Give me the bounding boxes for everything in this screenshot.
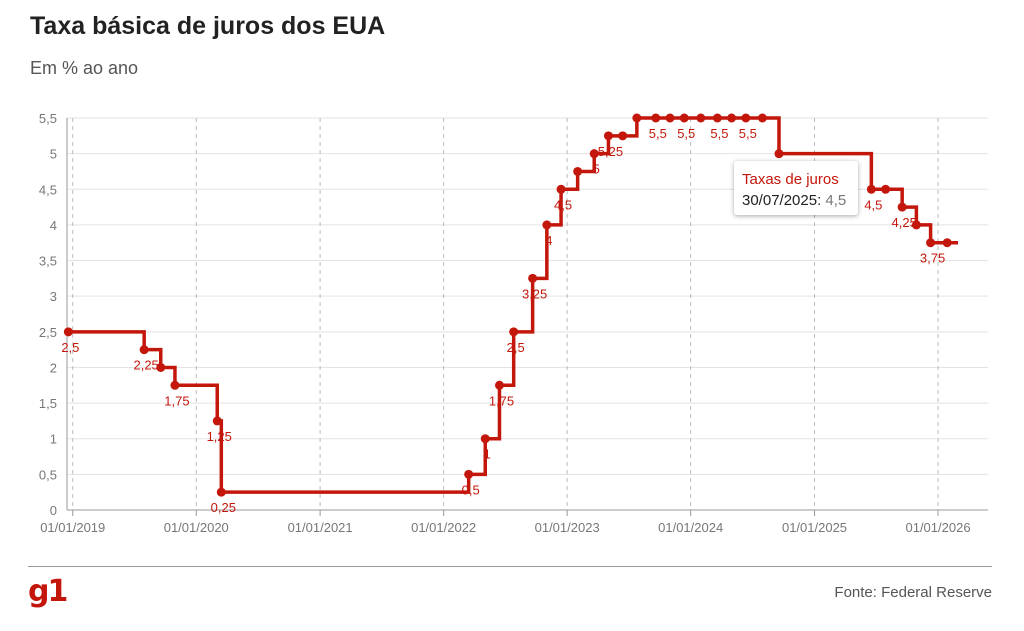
y-tick-label: 2,5	[39, 325, 57, 340]
data-label: 2,5	[507, 340, 525, 355]
tooltip-series-name: Taxas de juros	[742, 171, 839, 188]
data-point[interactable]	[727, 113, 737, 123]
data-point[interactable]	[897, 202, 907, 212]
data-point[interactable]	[926, 238, 936, 248]
data-label: 5,5	[677, 126, 695, 141]
data-point[interactable]	[603, 131, 613, 141]
data-label: 4,5	[864, 197, 882, 212]
data-point[interactable]	[712, 113, 722, 123]
y-tick-label: 2	[50, 360, 57, 375]
y-tick-label: 5,5	[39, 111, 57, 126]
data-point[interactable]	[494, 380, 504, 390]
footer-divider	[28, 566, 992, 567]
data-point[interactable]	[542, 220, 552, 230]
tooltip-value: 4,5	[825, 192, 847, 209]
y-tick-label: 4,5	[39, 182, 57, 197]
data-label: 4	[545, 233, 552, 248]
data-labels: 2,5 2,25 1,75 1,25 0,25 0,5 1 1,75 2,5 3,25 4 4,5 5 5…	[61, 126, 945, 515]
data-label: 5,5	[649, 126, 667, 141]
x-tick-label: 01/01/2023	[535, 520, 600, 535]
data-point[interactable]	[464, 469, 474, 479]
data-point[interactable]	[170, 380, 180, 390]
data-point[interactable]	[651, 113, 661, 123]
data-label: 2,25	[133, 358, 158, 373]
data-point[interactable]	[696, 113, 706, 123]
data-point[interactable]	[212, 416, 222, 426]
tooltip: Taxas de juros 30/07/2025: 4,5	[734, 161, 858, 215]
data-label: 5,5	[710, 126, 728, 141]
x-tick-label: 01/01/2022	[411, 520, 476, 535]
tooltip-date: 30/07/2025:	[742, 192, 822, 209]
chart-title: Taxa básica de juros dos EUA	[30, 12, 386, 40]
data-label: 5,25	[598, 144, 623, 159]
g1-logo[interactable]: g1	[28, 574, 68, 609]
tooltip-value-line: 30/07/2025: 4,5	[742, 192, 846, 209]
chart-subtitle: Em % ao ano	[30, 58, 139, 78]
data-label: 0,25	[211, 500, 236, 515]
data-point[interactable]	[665, 113, 675, 123]
data-point[interactable]	[757, 113, 767, 123]
data-label: 4,25	[892, 215, 917, 230]
data-point[interactable]	[632, 113, 642, 123]
data-label: 2,5	[61, 340, 79, 355]
data-point[interactable]	[509, 327, 519, 337]
data-point[interactable]	[63, 327, 73, 337]
data-label: 1,75	[164, 393, 189, 408]
data-point[interactable]	[911, 220, 921, 230]
y-tick-label: 5	[50, 147, 57, 162]
y-tick-label: 1,5	[39, 396, 57, 411]
x-tick-label: 01/01/2019	[40, 520, 105, 535]
y-tick-label: 3,5	[39, 254, 57, 269]
data-label: 1	[484, 447, 491, 462]
line-chart: 0 0,5 1 1,5 2 2,5 3 3,5 4 4,5 5 5,5 01/01/2019 01/01/…	[39, 111, 988, 535]
data-point[interactable]	[556, 184, 566, 194]
data-point[interactable]	[528, 273, 538, 283]
x-tick-label: 01/01/2021	[288, 520, 353, 535]
x-tick-label: 01/01/2020	[164, 520, 229, 535]
data-label: 1,75	[489, 393, 514, 408]
data-point[interactable]	[866, 184, 876, 194]
data-point[interactable]	[741, 113, 751, 123]
y-tick-label: 0	[50, 503, 57, 518]
data-label: 5	[593, 162, 600, 177]
source-note: Fonte: Federal Reserve	[834, 584, 992, 601]
x-tick-label: 01/01/2025	[782, 520, 847, 535]
data-point[interactable]	[942, 238, 952, 248]
axes: 0 0,5 1 1,5 2 2,5 3 3,5 4 4,5 5 5,5 01/01/2019 01/01/…	[39, 111, 971, 535]
data-point[interactable]	[139, 345, 149, 355]
data-point[interactable]	[589, 149, 599, 159]
y-tick-label: 1	[50, 432, 57, 447]
y-tick-label: 0,5	[39, 467, 57, 482]
data-point[interactable]	[679, 113, 689, 123]
data-label: 5,5	[739, 126, 757, 141]
data-point[interactable]	[480, 434, 490, 444]
data-label: 1,25	[207, 429, 232, 444]
data-label: 3,25	[522, 286, 547, 301]
x-tick-label: 01/01/2026	[905, 520, 970, 535]
data-point[interactable]	[881, 184, 891, 194]
data-point[interactable]	[156, 362, 166, 372]
data-point[interactable]	[216, 487, 226, 497]
data-point[interactable]	[573, 166, 583, 176]
data-label: 0,5	[462, 482, 480, 497]
data-point[interactable]	[618, 131, 628, 141]
data-points[interactable]	[63, 113, 952, 497]
data-label: 3,75	[920, 251, 945, 266]
x-tick-label: 01/01/2024	[658, 520, 723, 535]
data-point[interactable]	[774, 149, 784, 159]
y-tick-label: 4	[50, 218, 57, 233]
data-label: 4,5	[554, 197, 572, 212]
y-tick-label: 3	[50, 289, 57, 304]
